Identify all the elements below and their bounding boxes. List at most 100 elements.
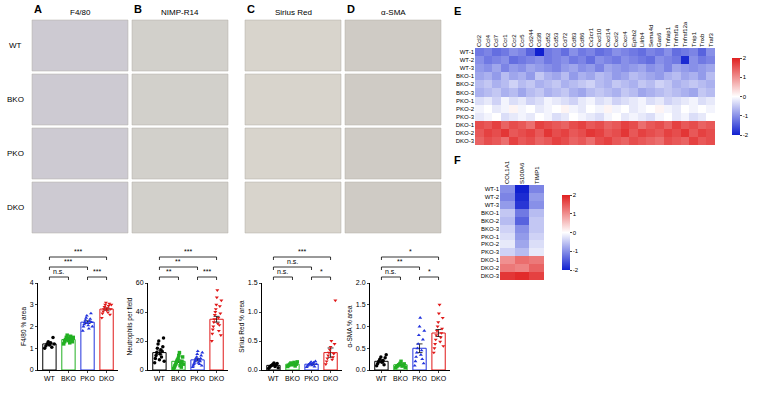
svg-text:Cd244: Cd244 <box>528 29 534 47</box>
svg-text:α-SMA % area: α-SMA % area <box>346 305 353 347</box>
svg-text:Gas6: Gas6 <box>656 32 662 47</box>
svg-text:DKO: DKO <box>7 203 24 212</box>
svg-text:2: 2 <box>573 192 577 198</box>
svg-text:DKO: DKO <box>431 375 447 382</box>
svg-text:DKO: DKO <box>323 375 339 382</box>
svg-text:BKO-3: BKO-3 <box>481 226 500 232</box>
svg-text:***: *** <box>64 258 72 265</box>
svg-text:Lilrb4: Lilrb4 <box>639 32 645 47</box>
svg-text:0.0: 0.0 <box>248 366 258 373</box>
svg-text:F: F <box>454 154 461 166</box>
svg-text:Ccl2: Ccl2 <box>476 34 482 47</box>
svg-text:1: 1 <box>573 211 577 217</box>
svg-text:1.0: 1.0 <box>356 323 366 330</box>
svg-text:WT-1: WT-1 <box>460 49 475 55</box>
svg-text:n.s.: n.s. <box>385 268 396 275</box>
svg-text:Tnfrsf1a: Tnfrsf1a <box>673 24 679 47</box>
svg-text:DKO: DKO <box>209 375 225 382</box>
svg-text:DKO-2: DKO-2 <box>481 265 500 271</box>
svg-text:4: 4 <box>30 279 34 286</box>
svg-text:0: 0 <box>30 366 34 373</box>
svg-text:A: A <box>34 3 42 15</box>
svg-text:BKO: BKO <box>61 375 76 382</box>
svg-text:WT: WT <box>376 375 388 382</box>
svg-text:***: *** <box>93 268 101 275</box>
svg-text:Cd52: Cd52 <box>545 32 551 47</box>
svg-text:Ccr5: Ccr5 <box>519 34 525 47</box>
svg-text:1.5: 1.5 <box>248 279 258 286</box>
svg-text:Cd86: Cd86 <box>579 32 585 47</box>
svg-text:E: E <box>454 5 461 17</box>
svg-text:WT: WT <box>268 375 280 382</box>
svg-text:1.5: 1.5 <box>356 301 366 308</box>
svg-text:Neutrophils per field: Neutrophils per field <box>126 297 134 355</box>
svg-text:n.s.: n.s. <box>287 258 298 265</box>
svg-text:0.0: 0.0 <box>356 366 366 373</box>
svg-text:Sirius Red % area: Sirius Red % area <box>238 300 245 353</box>
svg-text:Cd53: Cd53 <box>553 32 559 47</box>
svg-text:Ccl4: Ccl4 <box>485 34 491 47</box>
svg-text:0: 0 <box>573 230 577 236</box>
svg-text:Cxcl14: Cxcl14 <box>605 28 611 47</box>
svg-text:WT-2: WT-2 <box>460 57 475 63</box>
svg-text:COL1A1: COL1A1 <box>504 160 510 184</box>
svg-text:Traf3: Traf3 <box>708 33 714 47</box>
svg-text:60: 60 <box>136 279 144 286</box>
svg-text:40: 40 <box>136 308 144 315</box>
svg-text:0: 0 <box>743 94 747 100</box>
svg-text:BKO: BKO <box>285 375 300 382</box>
svg-text:*: * <box>409 248 412 255</box>
svg-text:WT: WT <box>44 375 56 382</box>
svg-text:2: 2 <box>743 55 747 61</box>
svg-text:Tnip1: Tnip1 <box>691 31 697 47</box>
svg-text:WT-2: WT-2 <box>485 194 500 200</box>
svg-text:DKO-1: DKO-1 <box>456 122 475 128</box>
svg-text:2: 2 <box>30 323 34 330</box>
svg-text:DKO-3: DKO-3 <box>481 273 500 279</box>
svg-text:**: ** <box>397 258 403 265</box>
svg-text:PKO-2: PKO-2 <box>456 106 475 112</box>
svg-text:BKO-2: BKO-2 <box>481 218 500 224</box>
svg-text:WT-3: WT-3 <box>485 202 500 208</box>
svg-text:C: C <box>247 3 255 15</box>
svg-text:PKO: PKO <box>412 375 427 382</box>
svg-text:DKO-1: DKO-1 <box>481 257 500 263</box>
svg-text:D: D <box>347 3 355 15</box>
svg-text:PKO: PKO <box>80 375 95 382</box>
svg-text:n.s.: n.s. <box>53 268 64 275</box>
svg-text:DKO-3: DKO-3 <box>456 138 475 144</box>
svg-text:Cd72: Cd72 <box>562 32 568 47</box>
svg-text:F4/80 % area: F4/80 % area <box>20 307 27 346</box>
svg-text:*: * <box>428 268 431 275</box>
svg-text:Ccr1: Ccr1 <box>502 34 508 47</box>
svg-text:0: 0 <box>140 366 144 373</box>
svg-text:0.5: 0.5 <box>248 337 258 344</box>
svg-text:Tnfrsf12a: Tnfrsf12a <box>682 21 688 47</box>
svg-text:DKO: DKO <box>99 375 115 382</box>
svg-text:20: 20 <box>136 337 144 344</box>
svg-text:Ephb2: Ephb2 <box>631 29 637 47</box>
svg-text:Cx3cr1: Cx3cr1 <box>588 27 594 47</box>
svg-text:BKO: BKO <box>7 95 24 104</box>
svg-text:1: 1 <box>30 345 34 352</box>
svg-text:Tnxb: Tnxb <box>699 33 705 47</box>
svg-text:PKO-2: PKO-2 <box>481 241 500 247</box>
svg-text:3: 3 <box>30 301 34 308</box>
svg-text:Cd38: Cd38 <box>536 32 542 47</box>
svg-text:Sema4d: Sema4d <box>648 25 654 47</box>
svg-text:Cxcr4: Cxcr4 <box>622 31 628 47</box>
svg-text:-2: -2 <box>743 132 749 138</box>
svg-text:2.0: 2.0 <box>356 279 366 286</box>
svg-text:**: ** <box>166 268 172 275</box>
svg-text:Cxcl10: Cxcl10 <box>596 28 602 47</box>
svg-text:S100A6: S100A6 <box>519 162 525 184</box>
svg-text:***: *** <box>298 248 306 255</box>
svg-text:-1: -1 <box>573 248 579 254</box>
svg-text:BKO-1: BKO-1 <box>456 73 475 79</box>
svg-text:DKO-2: DKO-2 <box>456 130 475 136</box>
svg-text:**: ** <box>175 258 181 265</box>
svg-text:0.5: 0.5 <box>356 345 366 352</box>
svg-text:PKO-1: PKO-1 <box>456 98 475 104</box>
svg-text:NIMP-R14: NIMP-R14 <box>161 8 199 17</box>
svg-text:***: *** <box>184 248 192 255</box>
